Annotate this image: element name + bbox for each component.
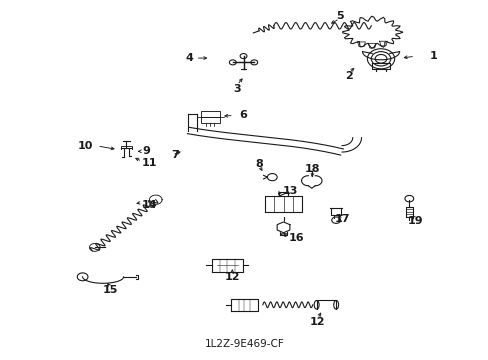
- Text: 16: 16: [288, 233, 304, 243]
- Text: 14: 14: [142, 200, 158, 210]
- Polygon shape: [277, 222, 289, 233]
- Text: 1L2Z-9E469-CF: 1L2Z-9E469-CF: [204, 339, 284, 349]
- Text: 3: 3: [233, 84, 241, 94]
- Text: 10: 10: [78, 141, 93, 151]
- Text: 12: 12: [224, 272, 240, 282]
- Text: 19: 19: [407, 216, 422, 226]
- Text: 7: 7: [171, 150, 179, 160]
- Text: 9: 9: [142, 146, 150, 156]
- Text: 11: 11: [142, 158, 157, 168]
- Text: 2: 2: [345, 71, 352, 81]
- Text: 17: 17: [334, 215, 349, 224]
- Text: 5: 5: [335, 11, 343, 21]
- Text: 8: 8: [255, 159, 263, 169]
- Text: 6: 6: [239, 111, 247, 121]
- Text: 4: 4: [185, 53, 193, 63]
- Text: 12: 12: [309, 317, 325, 327]
- Text: 18: 18: [305, 164, 320, 174]
- Text: 1: 1: [429, 51, 437, 61]
- Text: 13: 13: [282, 186, 297, 196]
- Text: 15: 15: [102, 285, 118, 296]
